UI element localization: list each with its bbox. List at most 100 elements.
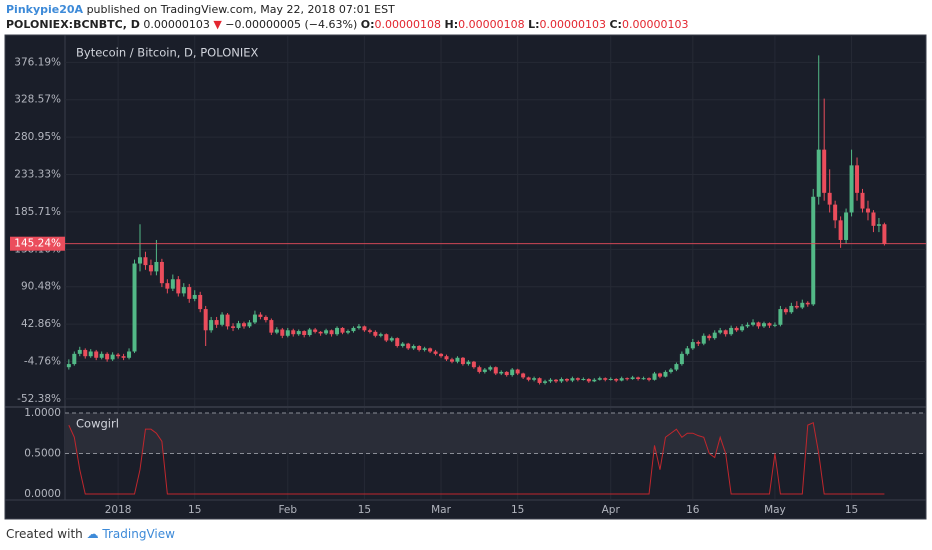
candle-body xyxy=(718,330,723,333)
candle-body xyxy=(876,224,881,226)
published: published on TradingView.com, May 22, 20… xyxy=(86,3,395,16)
candle-body xyxy=(712,332,717,339)
ohlc-value: 0.00000103 xyxy=(621,18,689,31)
candle-body xyxy=(143,257,148,266)
ohlc-label: O: xyxy=(360,18,375,31)
symbol: POLONIEX:BCNBTC, D xyxy=(6,18,140,31)
candle-body xyxy=(488,367,493,370)
candle-body xyxy=(822,149,827,193)
candle-body xyxy=(597,378,602,380)
candle-body xyxy=(603,378,608,380)
candle-body xyxy=(636,377,641,379)
candle-body xyxy=(110,354,115,360)
candle-body xyxy=(772,324,777,326)
x-tick-label: 15 xyxy=(845,504,858,516)
x-tick-label: Mar xyxy=(431,504,451,516)
candle-body xyxy=(362,326,367,331)
candle-body xyxy=(865,208,870,213)
candle-body xyxy=(241,323,246,327)
candle-body xyxy=(198,294,203,310)
header-line: Pinkypie20A published on TradingView.com… xyxy=(6,3,395,16)
indicator-line xyxy=(68,421,885,495)
candle-body xyxy=(471,361,476,368)
candle-body xyxy=(395,338,400,346)
ohlc-value: 0.00000108 xyxy=(374,18,441,31)
author[interactable]: Pinkypie20A xyxy=(6,3,84,16)
candle-body xyxy=(400,343,405,346)
y-tick-label: 90.48% xyxy=(21,281,61,293)
candle-body xyxy=(307,329,312,336)
candle-body xyxy=(575,378,580,380)
candle-body xyxy=(668,369,673,372)
candle-body xyxy=(652,373,657,380)
candle-body xyxy=(581,378,586,380)
candle-body xyxy=(838,220,843,240)
candle-body xyxy=(685,348,690,354)
indicator-tick-label: 1.0000 xyxy=(24,407,61,419)
y-tick-label: 280.95% xyxy=(14,131,61,143)
candle-body xyxy=(176,279,181,294)
candle-body xyxy=(860,192,865,209)
candle-body xyxy=(740,326,745,331)
candle-body xyxy=(214,320,219,325)
candle-body xyxy=(466,361,471,365)
candle-body xyxy=(586,378,591,382)
candle-body xyxy=(280,329,285,336)
candle-body xyxy=(477,367,482,372)
header-line: POLONIEX:BCNBTC, D 0.00000103 ▼ −0.00000… xyxy=(6,18,688,31)
candle-body xyxy=(844,212,849,240)
candle-body xyxy=(231,326,236,328)
x-tick-label: 15 xyxy=(358,504,371,516)
candle-body xyxy=(335,327,340,335)
candle-body xyxy=(849,165,854,213)
candle-body xyxy=(608,378,613,380)
x-tick-label: 15 xyxy=(511,504,524,516)
candle-body xyxy=(137,257,142,264)
candle-body xyxy=(159,261,164,284)
candle-body xyxy=(630,377,635,379)
candle-body xyxy=(592,379,597,382)
candle-body xyxy=(553,379,558,382)
ohlc-value: 0.00000103 xyxy=(539,18,606,31)
candle-body xyxy=(236,323,241,328)
footer: Created with ☁ TradingView xyxy=(6,527,175,541)
candle-body xyxy=(302,331,307,336)
candle-body xyxy=(170,279,175,289)
candle-body xyxy=(641,378,646,380)
y-tick-label: 376.19% xyxy=(14,56,61,68)
ohlc-label: C: xyxy=(609,18,622,31)
candle-body xyxy=(367,330,372,332)
brand[interactable]: TradingView xyxy=(102,527,175,541)
candle-body xyxy=(192,294,197,299)
candle-body xyxy=(252,314,257,323)
candle-body xyxy=(444,356,449,360)
candle-body xyxy=(422,348,427,350)
ohlc-value: 0.00000108 xyxy=(458,18,525,31)
indicator-tick-label: 0.0000 xyxy=(24,488,61,500)
candle-body xyxy=(701,335,706,344)
candle-body xyxy=(690,342,695,349)
candle-body xyxy=(417,345,422,350)
x-tick-label: Feb xyxy=(278,504,297,516)
candle-body xyxy=(805,302,810,305)
candle-body xyxy=(548,379,553,382)
candle-body xyxy=(127,351,132,358)
candle-body xyxy=(318,331,323,334)
candle-body xyxy=(296,331,301,335)
candle-body xyxy=(345,331,350,333)
indicator-band xyxy=(65,412,926,454)
candle-body xyxy=(220,314,225,325)
candle-body xyxy=(559,378,564,382)
candle-body xyxy=(493,367,498,374)
last-price-label: 145.24% xyxy=(14,238,61,250)
candle-body xyxy=(625,378,630,380)
candle-body xyxy=(751,322,756,325)
candle-body xyxy=(827,192,832,205)
candle-body xyxy=(532,378,537,380)
candle-body xyxy=(526,377,531,380)
candle-body xyxy=(351,327,356,332)
candle-body xyxy=(209,320,214,331)
candle-body xyxy=(384,334,389,341)
candle-body xyxy=(734,327,739,331)
y-tick-label: -4.76% xyxy=(24,356,61,368)
